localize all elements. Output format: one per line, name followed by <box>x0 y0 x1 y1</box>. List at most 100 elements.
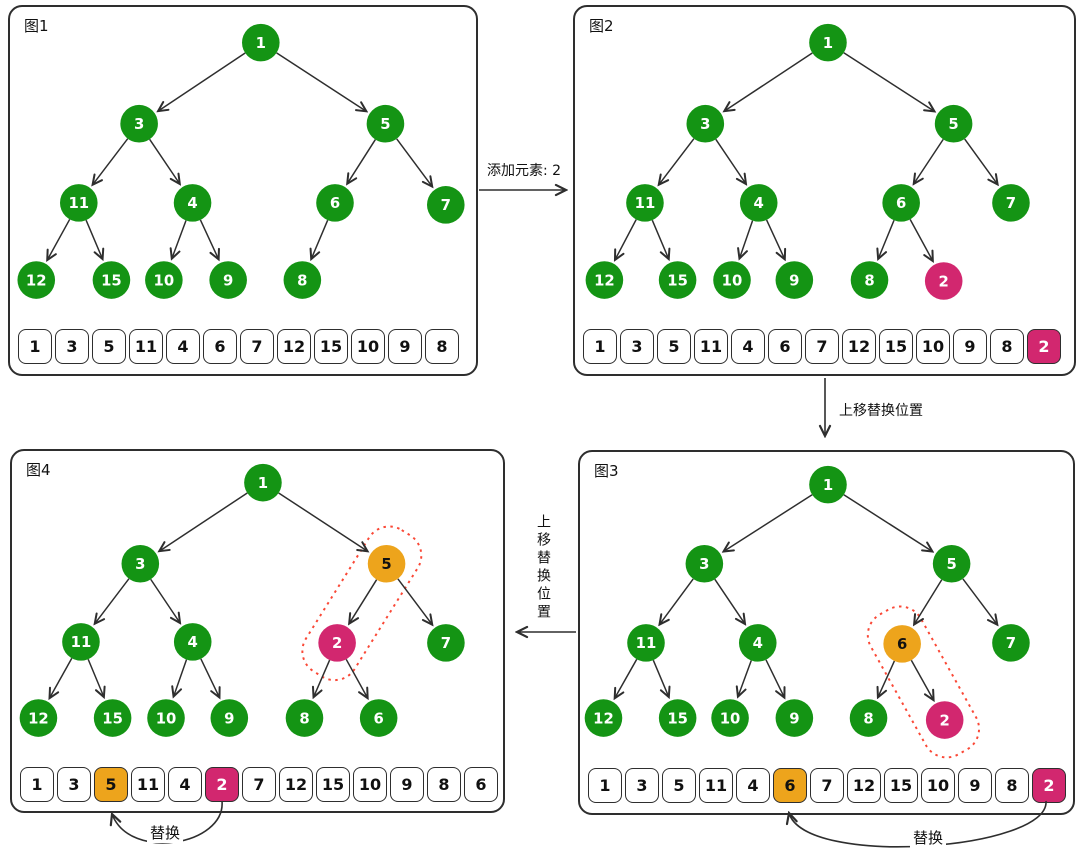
svg-text:15: 15 <box>667 272 688 289</box>
array-cell-1: 1 <box>20 767 54 802</box>
tree-node-12: 12 <box>19 699 58 737</box>
tree-edge <box>396 138 433 187</box>
svg-text:1: 1 <box>823 35 833 52</box>
array-cell-3: 3 <box>57 767 91 802</box>
tree-node-5: 5 <box>934 104 973 143</box>
svg-text:2: 2 <box>940 712 950 729</box>
tree-edge <box>724 494 813 552</box>
tree-fig4: 1 3 5 11 4 2 7 12 15 10 9 8 6 <box>19 463 465 737</box>
array-cell-6: 6 <box>773 768 807 803</box>
tree-edge <box>843 494 933 552</box>
array-cell-10: 10 <box>351 329 385 364</box>
array-cell-10: 10 <box>353 767 387 802</box>
array-cell-5: 5 <box>94 767 128 802</box>
array-cell-6: 6 <box>464 767 498 802</box>
svg-text:15: 15 <box>102 710 123 727</box>
svg-text:12: 12 <box>593 710 614 727</box>
tree-edge <box>149 138 180 184</box>
tree-node-4: 4 <box>739 184 778 222</box>
panel-label-fig3: 图3 <box>594 462 619 480</box>
svg-text:8: 8 <box>297 272 307 289</box>
move-up-label-horizontal: 上移替换位置 <box>839 403 923 419</box>
swap-label-fig3: 替换 <box>910 827 947 848</box>
tree-node-5: 5 <box>366 104 405 143</box>
tree-edge <box>739 220 754 259</box>
svg-text:7: 7 <box>441 197 451 214</box>
svg-text:2: 2 <box>939 273 949 290</box>
tree-node-4: 4 <box>173 623 212 661</box>
svg-text:10: 10 <box>156 710 177 727</box>
panel-label-fig4: 图4 <box>26 461 51 479</box>
array-cell-4: 4 <box>166 329 200 364</box>
svg-text:8: 8 <box>863 710 873 727</box>
array-cell-8: 8 <box>995 768 1029 803</box>
array-cell-7: 7 <box>805 329 839 364</box>
swap-label-fig4: 替换 <box>147 822 184 843</box>
array-row-fig1: 1 3 5 11 4 6 7 12 15 10 9 8 <box>18 329 459 364</box>
svg-text:2: 2 <box>332 635 342 652</box>
svg-text:9: 9 <box>223 272 233 289</box>
tree-node-11: 11 <box>626 184 664 222</box>
tree-edge <box>276 52 367 111</box>
tree-edge <box>345 658 367 698</box>
tree-edge <box>914 579 943 625</box>
tree-edge <box>910 659 933 700</box>
tree-edge <box>738 660 752 697</box>
tree-edge <box>715 138 746 184</box>
tree-edge <box>714 578 745 624</box>
tree-node-7: 7 <box>427 624 465 662</box>
tree-node-7: 7 <box>992 624 1030 662</box>
tree-edge <box>659 138 695 185</box>
array-cell-3: 3 <box>625 768 659 803</box>
array-cell-6: 6 <box>203 329 237 364</box>
tree-edge <box>50 657 73 698</box>
tree-edge <box>347 139 376 184</box>
tree-node-9: 9 <box>209 261 247 299</box>
panel-label-fig2: 图2 <box>589 17 614 35</box>
tree-node-1: 1 <box>809 465 847 504</box>
tree-node-1: 1 <box>809 23 847 62</box>
array-cell-15: 15 <box>316 767 350 802</box>
array-cell-4: 4 <box>168 767 202 802</box>
svg-text:1: 1 <box>823 477 833 494</box>
tree-edge <box>878 660 896 697</box>
svg-text:6: 6 <box>897 636 907 653</box>
svg-text:3: 3 <box>135 556 145 573</box>
tree-edge <box>964 138 998 185</box>
tree-node-15: 15 <box>658 261 697 299</box>
tree-node-2: 2 <box>924 262 963 300</box>
array-cell-3: 3 <box>55 329 89 364</box>
svg-text:9: 9 <box>789 710 799 727</box>
tree-node-7: 7 <box>992 184 1030 222</box>
tree-edge <box>397 578 432 625</box>
svg-text:9: 9 <box>789 272 799 289</box>
array-cell-1: 1 <box>583 329 617 364</box>
tree-node-15: 15 <box>93 699 132 737</box>
svg-text:9: 9 <box>224 710 234 727</box>
svg-text:7: 7 <box>1006 635 1016 652</box>
tree-edge <box>200 658 220 698</box>
tree-node-6: 6 <box>882 184 920 222</box>
svg-text:7: 7 <box>1006 195 1016 212</box>
tree-edge <box>87 658 104 697</box>
array-cell-7: 7 <box>242 767 276 802</box>
tree-node-8: 8 <box>283 261 322 299</box>
tree-edge <box>660 578 694 625</box>
array-cell-12: 12 <box>277 329 311 364</box>
tree-edge <box>724 52 813 111</box>
tree-edge <box>93 138 129 185</box>
array-cell-7: 7 <box>240 329 274 364</box>
tree-edge <box>150 578 180 623</box>
tree-edge <box>172 220 187 258</box>
tree-fig3: 1 3 5 11 4 6 7 12 15 10 9 8 2 <box>584 465 1030 759</box>
array-cell-5: 5 <box>662 768 696 803</box>
svg-text:11: 11 <box>71 634 92 651</box>
tree-edge <box>843 52 935 112</box>
tree-node-12: 12 <box>17 261 56 299</box>
tree-edge <box>199 219 218 259</box>
svg-text:15: 15 <box>667 710 688 727</box>
array-cell-7: 7 <box>810 768 844 803</box>
tree-node-10: 10 <box>147 699 185 737</box>
tree-edge <box>174 659 188 697</box>
